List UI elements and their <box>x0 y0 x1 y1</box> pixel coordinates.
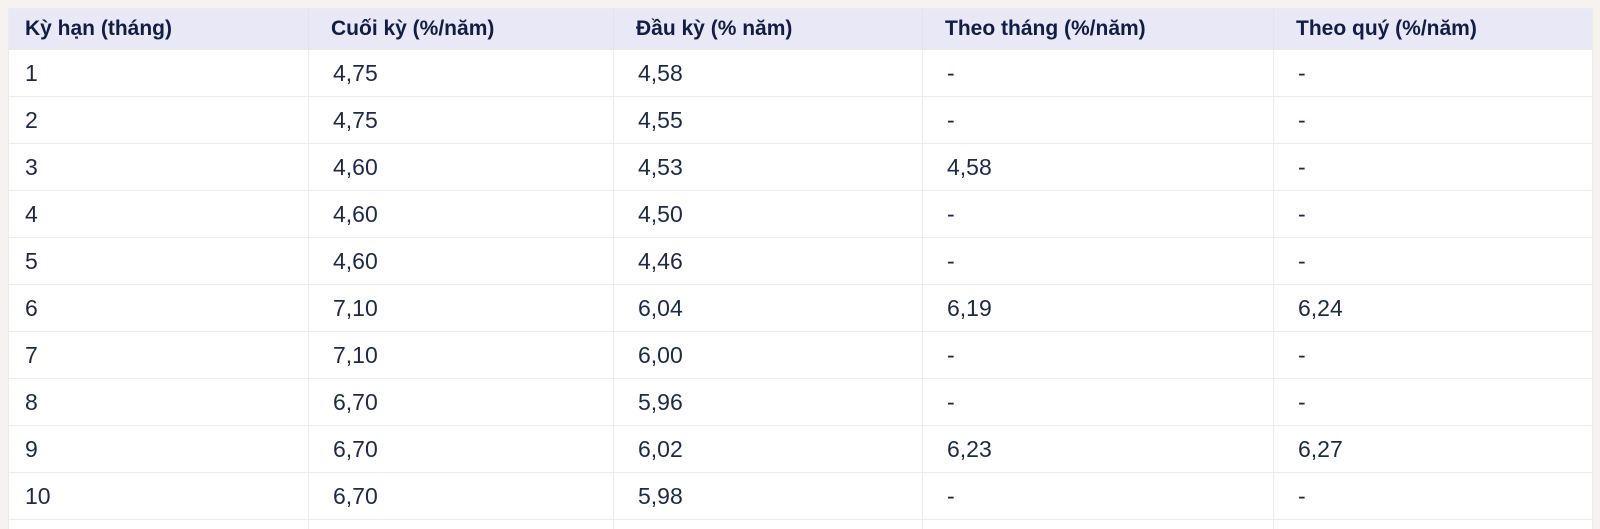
cell-quarterly: - <box>1273 331 1593 379</box>
cell-beginning-of-term-empty <box>613 519 923 529</box>
cell-end-of-term: 7,10 <box>308 284 614 332</box>
table-row: 4 4,60 4,50- - <box>8 190 1593 238</box>
table-row: 10 6,70 5,98- - <box>8 472 1593 520</box>
column-header-end-of-term: Cuối kỳ (%/năm) <box>308 8 614 50</box>
cell-term: 6 <box>8 284 309 332</box>
column-header-term: Kỳ hạn (tháng) <box>8 8 309 50</box>
table-row: 7 7,10 6,00- - <box>8 331 1593 379</box>
cell-beginning-of-term: 4,58 <box>613 49 923 97</box>
table-header: Kỳ hạn (tháng) Cuối kỳ (%/năm) Đầu kỳ (% n… <box>8 8 1593 50</box>
cell-end-of-term: 4,75 <box>308 49 614 97</box>
cell-quarterly: - <box>1273 49 1593 97</box>
cell-term: 10 <box>8 472 309 520</box>
cell-term: 8 <box>8 378 309 426</box>
table-row-partial <box>8 519 1593 529</box>
cell-monthly: - <box>922 378 1274 426</box>
cell-monthly: - <box>922 331 1274 379</box>
cell-beginning-of-term: 4,50 <box>613 190 923 238</box>
cell-quarterly: - <box>1273 143 1593 191</box>
column-header-monthly: Theo tháng (%/năm) <box>922 8 1274 50</box>
column-header-quarterly: Theo quý (%/năm) <box>1273 8 1593 50</box>
cell-end-of-term: 4,60 <box>308 190 614 238</box>
cell-beginning-of-term: 5,98 <box>613 472 923 520</box>
cell-end-of-term: 4,75 <box>308 96 614 144</box>
cell-quarterly-empty <box>1273 519 1593 529</box>
table-row: 3 4,60 4,53 4,58- <box>8 143 1593 191</box>
cell-beginning-of-term: 6,04 <box>613 284 923 332</box>
cell-monthly: 6,19 <box>922 284 1274 332</box>
cell-monthly: - <box>922 49 1274 97</box>
cell-quarterly: - <box>1273 237 1593 285</box>
cell-term: 5 <box>8 237 309 285</box>
cell-beginning-of-term: 4,53 <box>613 143 923 191</box>
cell-quarterly: - <box>1273 190 1593 238</box>
cell-term-empty <box>8 519 309 529</box>
table-row: 5 4,60 4,46- - <box>8 237 1593 285</box>
cell-monthly: - <box>922 472 1274 520</box>
cell-term: 7 <box>8 331 309 379</box>
cell-end-of-term: 6,70 <box>308 378 614 426</box>
cell-term: 9 <box>8 425 309 473</box>
cell-monthly: - <box>922 96 1274 144</box>
cell-monthly: - <box>922 190 1274 238</box>
cell-monthly: 4,58 <box>922 143 1274 191</box>
cell-monthly: 6,23 <box>922 425 1274 473</box>
cell-beginning-of-term: 4,46 <box>613 237 923 285</box>
interest-rates-table: Kỳ hạn (tháng) Cuối kỳ (%/năm) Đầu kỳ (% n… <box>8 8 1593 529</box>
cell-beginning-of-term: 4,55 <box>613 96 923 144</box>
cell-monthly: - <box>922 237 1274 285</box>
table-row: 1 4,75 4,58- - <box>8 49 1593 97</box>
table-row: 8 6,70 5,96- - <box>8 378 1593 426</box>
cell-end-of-term: 4,60 <box>308 237 614 285</box>
cell-term: 2 <box>8 96 309 144</box>
cell-term: 3 <box>8 143 309 191</box>
cell-quarterly: 6,27 <box>1273 425 1593 473</box>
table-row: 2 4,75 4,55- - <box>8 96 1593 144</box>
cell-beginning-of-term: 5,96 <box>613 378 923 426</box>
cell-quarterly: - <box>1273 378 1593 426</box>
cell-beginning-of-term: 6,02 <box>613 425 923 473</box>
cell-end-of-term: 4,60 <box>308 143 614 191</box>
cell-quarterly: 6,24 <box>1273 284 1593 332</box>
cell-term: 4 <box>8 190 309 238</box>
cell-monthly-empty <box>922 519 1274 529</box>
cell-quarterly: - <box>1273 472 1593 520</box>
column-header-beginning-of-term: Đầu kỳ (% năm) <box>613 8 923 50</box>
table-row: 9 6,70 6,02 6,23 6,27 <box>8 425 1593 473</box>
cell-quarterly: - <box>1273 96 1593 144</box>
cell-end-of-term: 6,70 <box>308 472 614 520</box>
header-row: Kỳ hạn (tháng) Cuối kỳ (%/năm) Đầu kỳ (% n… <box>8 8 1593 50</box>
cell-term: 1 <box>8 49 309 97</box>
table-body: 1 4,75 4,58- -2 4,75 4,55- -3 4,60 4,53 4,58-4 4,6… <box>8 49 1593 529</box>
cell-beginning-of-term: 6,00 <box>613 331 923 379</box>
cell-end-of-term: 6,70 <box>308 425 614 473</box>
cell-end-of-term-empty <box>308 519 614 529</box>
table-row: 6 7,10 6,04 6,19 6,24 <box>8 284 1593 332</box>
cell-end-of-term: 7,10 <box>308 331 614 379</box>
